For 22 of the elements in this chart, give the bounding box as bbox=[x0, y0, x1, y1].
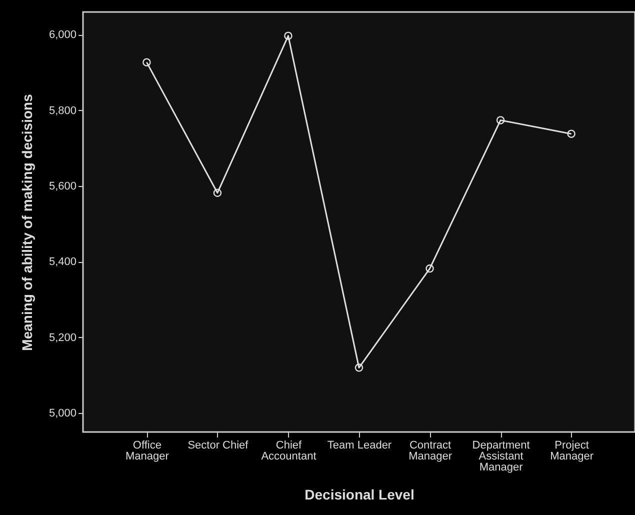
x-axis-title: Decisional Level bbox=[304, 486, 414, 502]
point bbox=[213, 188, 222, 197]
y-tick-label: 6,000 bbox=[48, 29, 76, 42]
point bbox=[354, 364, 364, 372]
x-tick-label: Department Assistant Manager bbox=[472, 440, 530, 474]
x-tick-label: Contract Manager bbox=[408, 440, 452, 462]
y-tick-label: 5,600 bbox=[48, 180, 76, 193]
x-tick-label: Office Manager bbox=[125, 440, 170, 462]
y-tick-label: 5,800 bbox=[48, 104, 76, 117]
x-tick-label: Sector Chief bbox=[188, 440, 250, 452]
x-tick-label: Project Manager bbox=[550, 440, 594, 462]
point bbox=[567, 130, 576, 138]
point bbox=[284, 32, 292, 40]
point bbox=[426, 264, 434, 273]
point bbox=[142, 58, 151, 66]
y-tick-label: 5,000 bbox=[48, 408, 76, 420]
y-tick-label: 5,200 bbox=[48, 332, 76, 344]
point bbox=[496, 116, 505, 124]
x-tick-label: Team Leader bbox=[327, 440, 392, 452]
x-tick-label: Chief Accountant bbox=[261, 440, 316, 462]
y-tick-label: 5,400 bbox=[48, 256, 76, 268]
y-axis-title: Meaning of ability of making decisions bbox=[18, 94, 35, 351]
